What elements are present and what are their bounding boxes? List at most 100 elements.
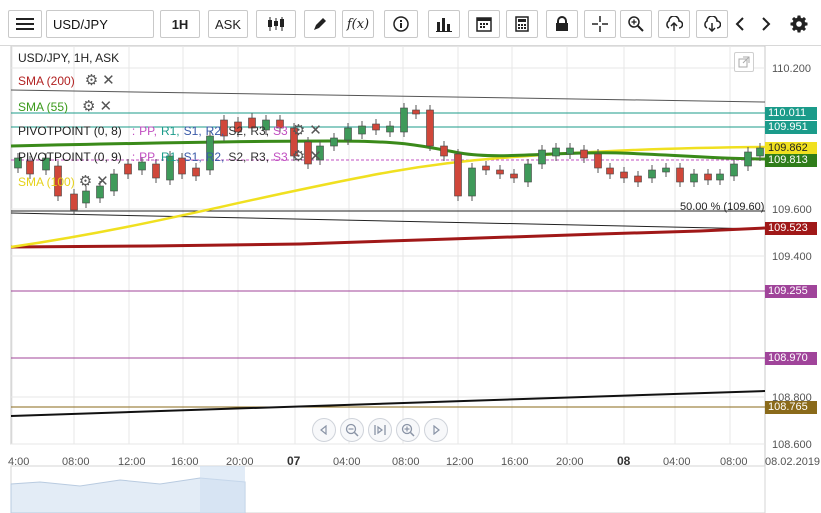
pivot8-s2: S2, [228, 124, 247, 138]
y-axis-label: 109.600 [772, 204, 812, 216]
scroll-back-button[interactable] [312, 418, 336, 442]
price-tag: 108.765 [765, 401, 817, 414]
download-icon [704, 16, 721, 32]
reset-zoom-button[interactable] [368, 418, 392, 442]
zoom-button[interactable] [620, 10, 652, 38]
candle-down [124, 163, 132, 175]
indicator-pivot8[interactable]: PIVOTPOINT (0, 8) : PP, R1, S1, R2, S2, … [18, 122, 322, 139]
gear-icon[interactable]: ⚙ [78, 173, 93, 190]
candle-down [70, 193, 78, 211]
interval-button[interactable]: 1H [160, 10, 200, 38]
indicator-pivot9[interactable]: PIVOTPOINT (0, 9) : PP, R1, S1, R2, S2, … [18, 148, 322, 165]
crosshair-button[interactable] [584, 10, 616, 38]
symbol-selector[interactable]: USD/JPY [46, 10, 154, 38]
x-axis-label: 12:00 [118, 456, 146, 468]
chart-title: USD/JPY, 1H, ASK [18, 51, 120, 65]
close-icon[interactable]: ✕ [99, 98, 113, 115]
candle-down [412, 109, 420, 115]
candle-down [580, 149, 588, 159]
upload-button[interactable] [658, 10, 690, 38]
zoom-out-button[interactable] [340, 418, 364, 442]
info-button[interactable] [384, 10, 418, 38]
x-axis-label: 16:00 [171, 456, 199, 468]
upload-icon [666, 16, 683, 31]
candle-up [468, 167, 476, 197]
pen-icon [314, 18, 326, 30]
candle-down [440, 145, 448, 157]
candle-up [344, 127, 352, 141]
interval-label: 1H [171, 16, 189, 32]
x-axis-label: 16:00 [501, 456, 529, 468]
candle-up [524, 163, 532, 183]
x-axis-label: 04:00 [663, 456, 691, 468]
candle-up [138, 161, 146, 171]
trend-line-upper [10, 89, 766, 103]
lock-button[interactable] [546, 10, 578, 38]
menu-button[interactable] [8, 10, 42, 38]
candle-up [358, 125, 366, 135]
chart-canvas[interactable] [0, 46, 821, 513]
chart-type-button[interactable] [256, 10, 296, 38]
fib-level-label: 50.00 % (109.60) [680, 201, 765, 213]
close-icon[interactable]: ✕ [309, 148, 322, 165]
gear-icon [790, 15, 808, 33]
gear-icon[interactable]: ⚙ [291, 122, 306, 139]
price-type-button[interactable]: ASK [208, 10, 248, 38]
x-axis-label: 08.02.2019 [765, 456, 821, 468]
indicators-button[interactable] [428, 10, 460, 38]
price-tag: 110.011 [765, 107, 817, 120]
candle-down [54, 165, 62, 197]
candle-down [634, 175, 642, 183]
download-button[interactable] [696, 10, 728, 38]
candle-down [496, 169, 504, 175]
pivot8-r1: R1, [160, 124, 180, 138]
candle-down [178, 157, 186, 175]
chart-area[interactable]: USD/JPY, 1H, ASK SMA (200) ⚙ ✕ SMA (55) … [0, 46, 821, 513]
candle-up [648, 169, 656, 179]
indicator-sma100-label: SMA (100) [18, 175, 75, 189]
price-tag: 109.862 [765, 142, 817, 155]
gear-icon[interactable]: ⚙ [82, 98, 96, 115]
candle-up [166, 155, 174, 181]
menu-icon [16, 18, 34, 30]
candle-down [248, 117, 256, 129]
indicator-sma200[interactable]: SMA (200) ⚙ ✕ [18, 72, 115, 89]
popout-button[interactable] [734, 52, 754, 72]
candle-up [552, 147, 560, 157]
gear-icon[interactable]: ⚙ [84, 72, 99, 89]
x-axis-label: 08 [617, 454, 631, 468]
close-icon[interactable]: ✕ [309, 122, 322, 139]
candle-up [716, 173, 724, 181]
trend-line-lower [10, 212, 766, 230]
gear-icon[interactable]: ⚙ [291, 148, 306, 165]
candle-down [620, 171, 628, 179]
y-axis-label: 109.400 [772, 251, 812, 263]
indicator-sma55[interactable]: SMA (55) ⚙ ✕ [18, 98, 113, 115]
scroll-left-button[interactable] [730, 10, 750, 38]
close-icon[interactable]: ✕ [96, 173, 109, 190]
scroll-right-button[interactable] [756, 10, 776, 38]
zoom-in-button[interactable] [396, 418, 420, 442]
candle-down [606, 167, 614, 175]
price-tag: 109.813 [765, 154, 817, 167]
pivot9-sep: : [131, 150, 136, 164]
indicator-sma100[interactable]: SMA (100) ⚙ ✕ [18, 173, 109, 190]
candle-down [454, 153, 462, 197]
candle-down [372, 123, 380, 131]
settings-button[interactable] [786, 10, 812, 38]
calculator-button[interactable] [506, 10, 538, 38]
calendar-button[interactable] [468, 10, 500, 38]
draw-button[interactable] [304, 10, 336, 38]
candle-down [426, 109, 434, 147]
candle-up [662, 167, 670, 173]
close-icon[interactable]: ✕ [102, 72, 115, 89]
formula-button[interactable]: f(x) [342, 10, 374, 38]
candle-up [400, 107, 408, 133]
candle-down [276, 119, 284, 129]
price-tag: 108.970 [765, 352, 817, 365]
scroll-forward-button[interactable] [424, 418, 448, 442]
x-axis-label: 08:00 [62, 456, 90, 468]
price-tag: 109.523 [765, 222, 817, 235]
price-tag: 109.951 [765, 121, 817, 134]
candle-up [42, 157, 50, 171]
